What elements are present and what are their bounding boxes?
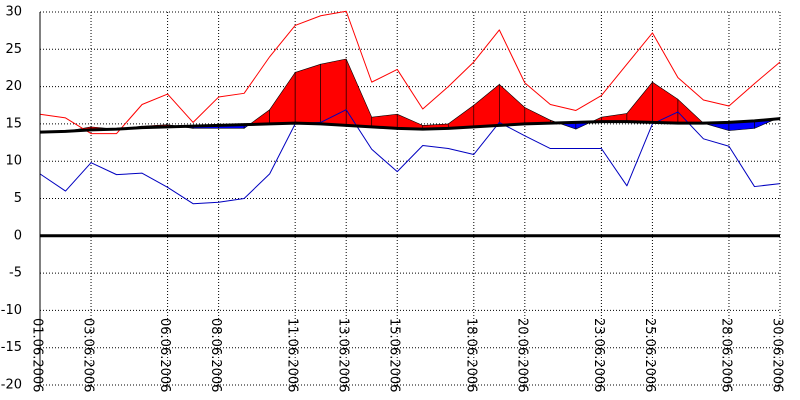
y-tick-label: 25	[5, 42, 22, 57]
x-tick-label: 25.06.2006	[642, 318, 657, 392]
x-tick-label: 06.06.2006	[157, 318, 172, 392]
y-tick-label: 30	[5, 5, 22, 20]
y-tick-label: -10	[1, 303, 22, 318]
x-tick-label: 28.06.2006	[718, 318, 733, 392]
y-tick-labels: 30 25 20 15 10 5 0 -5 -10 -15 -20	[1, 5, 22, 393]
series-line-daily-max	[39, 10, 781, 135]
series-lines	[39, 10, 781, 205]
deviation-fill-segment	[294, 63, 321, 125]
x-tick-label: 08.06.2006	[208, 318, 223, 392]
deviation-fill-segment	[320, 58, 347, 126]
x-tick-label: 13.06.2006	[336, 318, 351, 392]
series-line-long-term-mean	[39, 117, 781, 134]
y-tick-label: 20	[5, 79, 22, 94]
y-tick-label: 15	[5, 116, 22, 131]
x-tick-label: 03.06.2006	[81, 318, 96, 392]
x-tick-labels: 01.06.2006 03.06.2006 06.06.2006 08.06.2006…	[30, 318, 785, 392]
x-tick-label: 23.06.2006	[591, 318, 606, 392]
x-tick-label: 18.06.2006	[463, 318, 478, 392]
x-tick-label: 11.06.2006	[285, 318, 300, 392]
y-tick-label: -5	[9, 266, 22, 281]
y-tick-label: 5	[14, 191, 22, 206]
chart-axes	[39, 12, 781, 385]
y-tick-label: -15	[1, 340, 22, 355]
x-tick-label: 01.06.2006	[30, 318, 45, 392]
x-tick-label: 15.06.2006	[387, 318, 402, 392]
x-tick-label: 20.06.2006	[514, 318, 529, 392]
y-tick-label: 10	[5, 154, 22, 169]
x-tick-label: 30.06.2006	[770, 318, 785, 392]
y-tick-label: -20	[1, 378, 22, 393]
y-tick-label: 0	[14, 228, 22, 243]
